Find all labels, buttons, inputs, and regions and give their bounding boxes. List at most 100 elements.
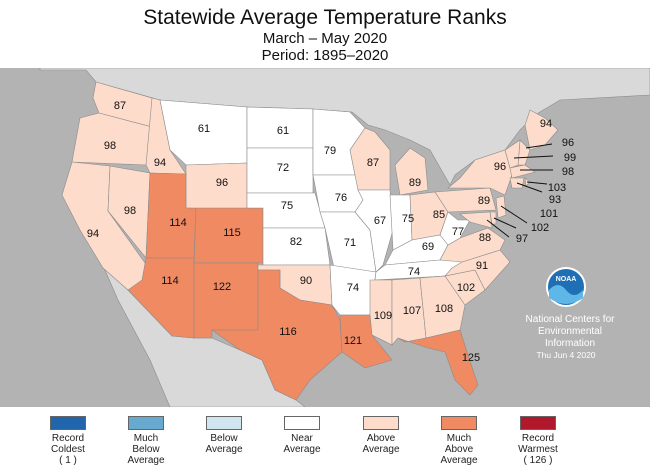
rank-label-ct: 93	[549, 194, 561, 206]
state-nm	[193, 262, 259, 339]
state-va	[439, 227, 506, 263]
state-wi	[349, 127, 391, 191]
rank-label-mo: 71	[344, 237, 356, 249]
rank-label-oh: 85	[433, 209, 445, 221]
map-title: Statewide Average Temperature Ranks	[143, 6, 507, 29]
rank-label-vt: 99	[564, 152, 576, 164]
rank-label-ks: 82	[290, 236, 302, 248]
rank-label-al: 107	[403, 305, 421, 317]
noaa-credit: NOAA National Centers for Environmental …	[526, 267, 616, 360]
rank-label-nj: 101	[540, 208, 558, 220]
legend-item-7: Record Warmest( 126 )	[498, 416, 578, 466]
state-az	[127, 257, 195, 339]
rank-label-nd: 61	[277, 125, 289, 137]
rank-label-co: 115	[223, 227, 241, 239]
rank-label-nv: 98	[124, 205, 136, 217]
legend-label: Below Average	[205, 433, 243, 455]
rank-label-fl: 125	[462, 352, 480, 364]
legend-swatch	[363, 416, 399, 430]
legend-label: Near Average	[283, 433, 321, 455]
state-vt	[504, 139, 521, 169]
callout-line-de	[493, 217, 517, 229]
legend-item-5: Above Average	[341, 416, 421, 455]
map-subtitle: March – May 2020	[262, 30, 388, 47]
legend-label: Much Below Average	[127, 433, 165, 466]
legend-swatch	[206, 416, 242, 430]
rank-label-tn: 74	[408, 266, 420, 278]
rank-label-mn: 79	[324, 145, 336, 157]
legend-label: Record Warmest( 126 )	[518, 433, 558, 466]
rank-label-ri: 103	[548, 182, 566, 194]
legend-swatch	[284, 416, 320, 430]
legend-swatch	[128, 416, 164, 430]
noaa-logo-text: NOAA	[556, 276, 577, 283]
legend-label: Much Above Average	[440, 433, 478, 466]
callout-line-nj	[500, 205, 528, 224]
legend-swatch	[441, 416, 477, 430]
state-md	[459, 211, 493, 229]
rank-label-wy: 96	[216, 177, 228, 189]
legend-item-1: Record Coldest( 1 )	[28, 416, 108, 466]
rank-label-va: 88	[479, 232, 491, 244]
legend-item-2: Much Below Average	[106, 416, 186, 466]
rank-label-sd: 72	[277, 162, 289, 174]
noaa-logo-wave	[549, 285, 583, 304]
map-period: Period: 1895–2020	[261, 47, 389, 64]
state-nc	[444, 249, 511, 291]
rank-label-mi: 89	[409, 177, 421, 189]
callout-line-vt	[513, 155, 554, 159]
legend-item-4: Near Average	[262, 416, 342, 455]
rank-label-ny: 96	[494, 161, 506, 173]
us-temperature-rank-map: 87 98 94 94 98 61 96 114 115 114 122 61 72 75 82 90 116 7…	[0, 68, 650, 407]
rank-label-in: 75	[402, 213, 414, 225]
rank-label-md: 97	[516, 233, 528, 245]
rank-label-ia: 76	[335, 192, 347, 204]
rank-label-ne: 75	[281, 200, 293, 212]
legend: Record Coldest( 1 ) Much Below Average Below A…	[0, 416, 650, 475]
rank-label-ar: 74	[347, 282, 359, 294]
rank-label-ut: 114	[169, 217, 187, 229]
rank-label-mt: 61	[198, 123, 210, 135]
rank-label-nc: 91	[476, 260, 488, 272]
rank-label-ca: 94	[87, 228, 99, 240]
rank-label-me: 94	[540, 118, 552, 130]
rank-label-wi: 87	[367, 157, 379, 169]
state-fl	[397, 329, 479, 396]
legend-swatch	[520, 416, 556, 430]
state-mi	[394, 147, 429, 196]
legend-item-6: Much Above Average	[419, 416, 499, 466]
rank-label-ma: 98	[562, 166, 574, 178]
legend-label: Above Average	[362, 433, 400, 455]
rank-label-ky: 69	[422, 241, 434, 253]
noaa-date: Thu Jun 4 2020	[536, 350, 595, 360]
rank-label-id: 94	[154, 157, 166, 169]
noaa-line-2: Environmental	[538, 326, 602, 337]
legend-label: Record Coldest( 1 )	[51, 433, 85, 466]
state-pa	[434, 187, 497, 213]
rank-label-de: 102	[531, 222, 549, 234]
noaa-line-1: National Centers for	[526, 314, 616, 325]
rank-label-sc: 102	[457, 282, 475, 294]
legend-item-3: Below Average	[184, 416, 264, 455]
rank-label-ok: 90	[300, 275, 312, 287]
rank-label-nm: 122	[213, 281, 231, 293]
state-ms	[369, 279, 393, 346]
state-ma	[509, 164, 536, 179]
noaa-line-3: Information	[545, 338, 595, 349]
state-nj	[495, 195, 507, 219]
rank-label-tx: 116	[279, 326, 297, 338]
callout-line-ri	[526, 181, 548, 185]
legend-swatch	[50, 416, 86, 430]
rank-label-wa: 87	[114, 100, 126, 112]
rank-label-ga: 108	[435, 303, 453, 315]
map-header: Statewide Average Temperature Ranks Marc…	[0, 0, 650, 68]
callout-line-md	[486, 219, 510, 238]
rank-label-wv: 77	[452, 226, 464, 238]
rank-label-ms: 109	[374, 310, 392, 322]
rank-label-or: 98	[104, 140, 116, 152]
rank-label-az: 114	[161, 275, 179, 287]
state-de	[489, 211, 497, 225]
rank-label-pa: 89	[478, 195, 490, 207]
state-ga	[419, 275, 466, 339]
callout-line-nh	[525, 143, 553, 149]
